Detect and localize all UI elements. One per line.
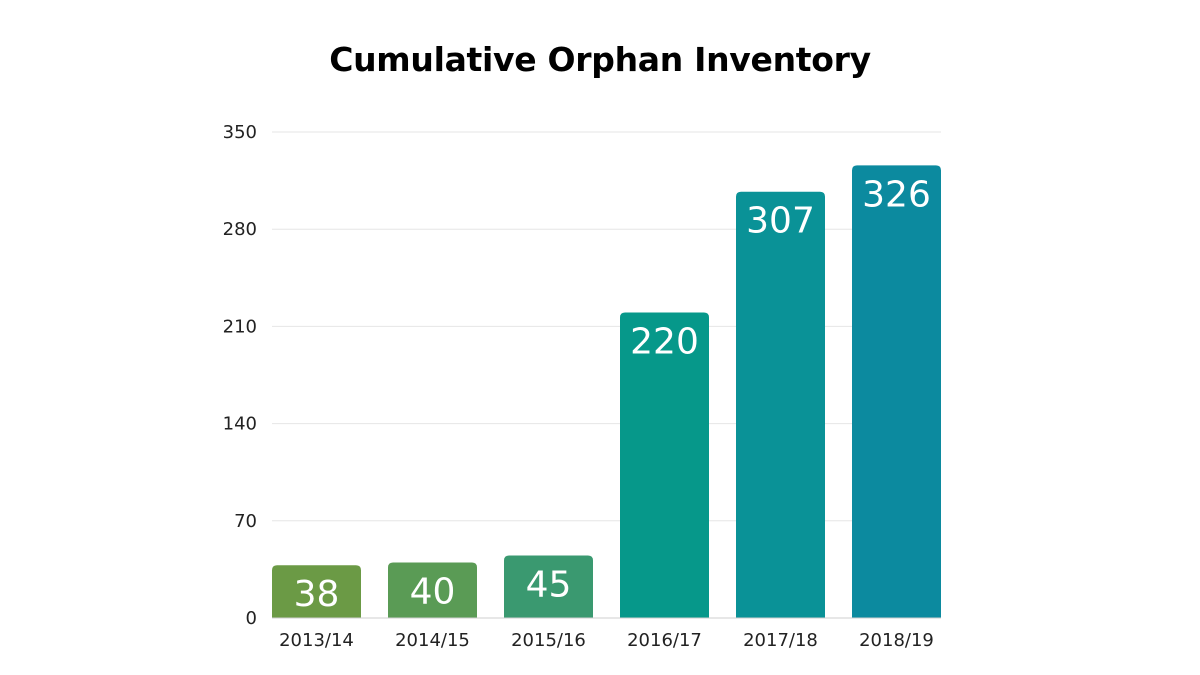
x-tick-label: 2013/14 <box>279 630 354 651</box>
data-label: 326 <box>862 174 931 215</box>
bar <box>852 165 941 618</box>
bar <box>388 562 477 618</box>
y-tick-label: 350 <box>223 122 257 143</box>
chart-title: Cumulative Orphan Inventory <box>329 40 871 79</box>
data-label: 307 <box>746 201 815 242</box>
y-tick-label: 0 <box>246 608 257 629</box>
x-tick-label: 2014/15 <box>395 630 470 651</box>
y-tick-label: 280 <box>223 219 257 240</box>
data-label: 38 <box>294 574 340 615</box>
data-label: 40 <box>410 571 456 612</box>
data-label: 45 <box>526 565 572 606</box>
x-tick-label: 2015/16 <box>511 630 586 651</box>
bar <box>504 555 593 618</box>
bar <box>272 565 361 618</box>
x-tick-label: 2016/17 <box>627 630 702 651</box>
y-tick-label: 210 <box>223 316 257 337</box>
y-tick-label: 140 <box>223 414 257 435</box>
x-tick-label: 2018/19 <box>859 630 934 651</box>
data-label: 220 <box>630 322 699 363</box>
y-tick-label: 70 <box>234 511 257 532</box>
bar <box>620 312 709 618</box>
x-tick-label: 2017/18 <box>743 630 818 651</box>
bar <box>736 191 825 619</box>
